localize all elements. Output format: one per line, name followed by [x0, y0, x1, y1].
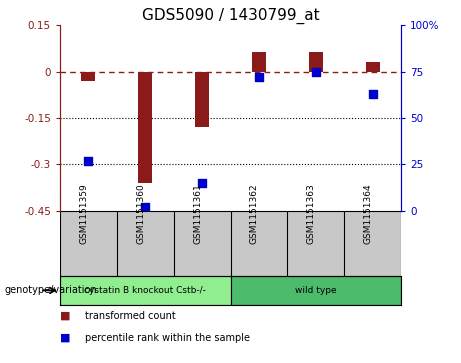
Text: ■: ■	[60, 333, 74, 343]
Text: GSM1151364: GSM1151364	[364, 183, 372, 244]
Bar	[366, 62, 380, 72]
Bar	[81, 72, 95, 81]
Point	[255, 74, 263, 80]
Bar	[195, 72, 209, 127]
Point	[198, 180, 206, 185]
Title: GDS5090 / 1430799_at: GDS5090 / 1430799_at	[142, 8, 319, 24]
Bar	[252, 52, 266, 72]
Text: wild type: wild type	[295, 286, 337, 295]
Bar	[60, 276, 230, 305]
Point	[369, 91, 376, 97]
Bar	[138, 72, 152, 183]
Text: GSM1151360: GSM1151360	[136, 183, 145, 244]
Point	[85, 158, 92, 163]
Text: percentile rank within the sample: percentile rank within the sample	[85, 333, 250, 343]
Bar	[309, 52, 323, 72]
Bar	[230, 276, 401, 305]
Text: genotype/variation: genotype/variation	[5, 285, 97, 295]
Point	[142, 204, 149, 210]
Text: GSM1151363: GSM1151363	[307, 183, 316, 244]
Text: GSM1151362: GSM1151362	[250, 183, 259, 244]
Text: ■: ■	[60, 311, 74, 321]
Text: GSM1151361: GSM1151361	[193, 183, 202, 244]
Text: cystatin B knockout Cstb-/-: cystatin B knockout Cstb-/-	[84, 286, 206, 295]
Text: transformed count: transformed count	[85, 311, 176, 321]
Point	[312, 69, 319, 75]
Text: GSM1151359: GSM1151359	[79, 183, 89, 244]
